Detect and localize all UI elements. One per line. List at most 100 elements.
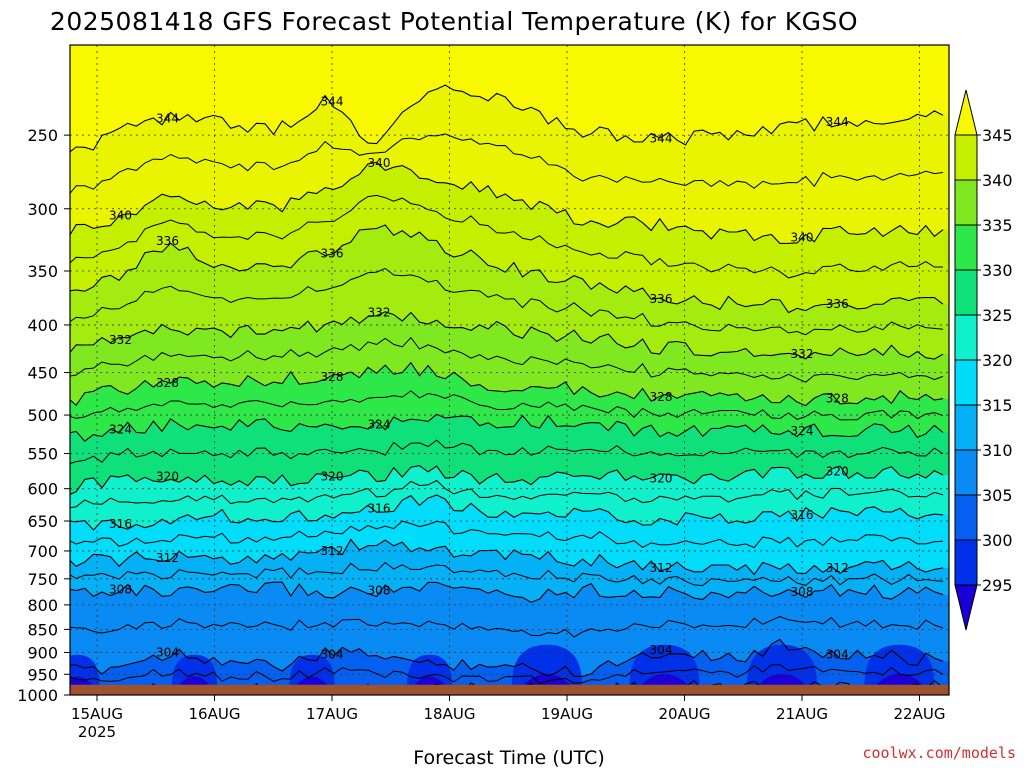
cold-pool-core <box>414 676 445 685</box>
contour-label: 324 <box>109 422 132 436</box>
contour-label: 336 <box>826 297 849 311</box>
contour-label: 316 <box>109 517 132 531</box>
ground <box>70 684 949 695</box>
y-tick-label: 1000 <box>17 686 58 705</box>
y-tick-label: 700 <box>27 542 58 561</box>
contour-label: 344 <box>650 131 673 145</box>
contour-label: 304 <box>650 643 673 657</box>
contour-minor <box>70 133 944 195</box>
contour-label: 312 <box>650 561 673 575</box>
colorbar-swatch <box>954 494 978 541</box>
y-tick-label: 650 <box>27 512 58 531</box>
y-tick-label: 550 <box>27 445 58 464</box>
contour-minor <box>70 520 944 549</box>
contour-332 <box>70 311 944 360</box>
colorbar-swatch <box>954 359 978 406</box>
x-tick-label: 22AUG <box>894 705 946 723</box>
y-tick-label: 800 <box>27 596 58 615</box>
contour-label: 324 <box>791 424 814 438</box>
plot-area <box>70 45 949 695</box>
contour-label: 320 <box>321 469 344 483</box>
contour-lines <box>70 84 944 695</box>
contour-324 <box>70 413 944 442</box>
cold-pool-core <box>523 673 571 685</box>
x-tick-sublabel: 2025 <box>78 723 116 741</box>
contour-label: 336 <box>156 234 179 248</box>
contour-label: 336 <box>321 246 344 260</box>
x-tick-label: 20AUG <box>659 705 711 723</box>
cold-pool-core <box>641 673 688 685</box>
contour-336 <box>70 224 944 314</box>
contour-minor <box>70 194 943 279</box>
contour-label: 320 <box>826 465 849 479</box>
contour-labels: 304 304 304 304 308 308 308 312 312 312 312 316 316 3… <box>109 94 849 661</box>
contour-label: 304 <box>156 645 179 659</box>
y-tick-label: 900 <box>27 643 58 662</box>
y-tick-label: 300 <box>27 200 58 219</box>
plot-frame <box>69 44 950 696</box>
chart-title: 2025081418 GFS Forecast Potential Temper… <box>50 7 858 36</box>
contour-label: 340 <box>368 156 391 170</box>
y-tick-label: 600 <box>27 480 58 499</box>
cold-pool-core <box>876 673 923 685</box>
contour-label: 332 <box>368 306 391 320</box>
contour-minor <box>70 616 944 638</box>
x-tick-label: 19AUG <box>541 705 593 723</box>
contour-label: 344 <box>156 112 179 126</box>
y-tick-label: 250 <box>27 126 58 145</box>
x-tick-label: 18AUG <box>424 705 476 723</box>
contour-minor <box>70 439 944 465</box>
colorbar-tick-label: 310 <box>982 441 1013 460</box>
contour-label: 328 <box>321 370 344 384</box>
contour-minor <box>70 390 944 421</box>
contour-308 <box>70 581 944 603</box>
x-tick-label: 21AUG <box>776 705 828 723</box>
y-axis: 250 300 350 400 450 500 550 600 650 700 750 800 850 9… <box>17 126 70 705</box>
contour-minor <box>70 664 944 684</box>
contour-label: 332 <box>109 333 132 347</box>
colorbar-tick-label: 330 <box>982 261 1013 280</box>
contour-label: 324 <box>368 418 391 432</box>
colorbar-tick-label: 325 <box>982 306 1013 325</box>
contour-316 <box>70 494 944 531</box>
filled-contours <box>70 45 949 695</box>
contour-minor <box>70 336 944 383</box>
contour-label: 312 <box>321 544 344 558</box>
cold-pool-core <box>70 676 92 685</box>
colorbar-bottom-arrow <box>954 584 978 631</box>
colorbar-swatch <box>954 449 978 496</box>
contour-label: 316 <box>368 501 391 515</box>
credit-link[interactable]: coolwx.com/models <box>862 744 1016 762</box>
x-axis-label: Forecast Time (UTC) <box>413 747 604 768</box>
contour-label: 336 <box>650 292 673 306</box>
contour-minor <box>70 267 944 336</box>
colorbar-tick-label: 315 <box>982 396 1013 415</box>
contour-label: 344 <box>826 115 849 129</box>
colorbar-swatch <box>954 539 978 586</box>
contour-label: 328 <box>650 390 673 404</box>
colorbar-swatch <box>954 134 978 181</box>
contour-312 <box>70 538 944 576</box>
ground-surface <box>70 684 949 695</box>
contour-328 <box>70 361 944 407</box>
colorbar-tick-label: 320 <box>982 351 1013 370</box>
x-tick-label: 16AUG <box>189 705 241 723</box>
y-tick-label: 950 <box>27 665 58 684</box>
contour-label: 308 <box>368 583 391 597</box>
colorbar: 345 340 335 330 325 320 315 310 305 300 295 <box>954 89 1013 631</box>
x-tick-label: 17AUG <box>306 705 358 723</box>
colorbar-swatch <box>954 314 978 361</box>
y-tick-label: 350 <box>27 262 58 281</box>
colorbar-top-arrow <box>954 89 978 136</box>
contour-label: 344 <box>321 94 344 108</box>
contour-minor <box>70 479 944 509</box>
colorbar-tick-label: 295 <box>982 576 1013 595</box>
contour-label: 312 <box>826 561 849 575</box>
contour-label: 308 <box>791 585 814 599</box>
colorbar-swatch <box>954 404 978 451</box>
x-tick-label: 15AUG <box>71 705 123 723</box>
colorbar-tick-label: 340 <box>982 171 1013 190</box>
contour-label: 340 <box>109 208 132 222</box>
fill-band-top <box>70 45 949 109</box>
